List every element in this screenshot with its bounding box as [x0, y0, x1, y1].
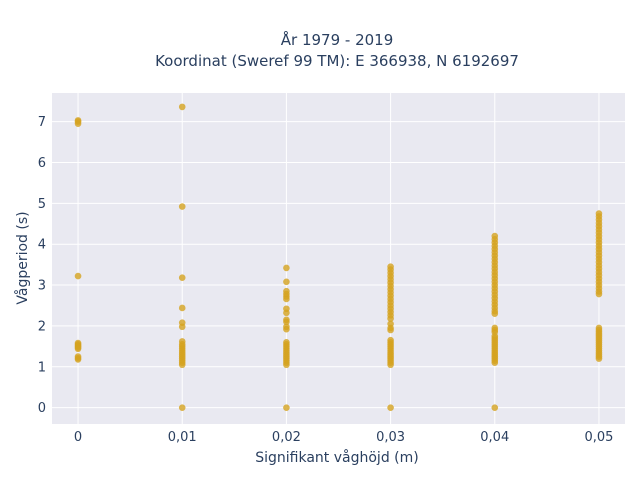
y-tick-label: 2 [38, 319, 46, 334]
data-point [283, 325, 290, 333]
data-point [283, 309, 290, 317]
data-point [283, 318, 290, 326]
data-point [74, 272, 82, 280]
x-tick-label: 0,04 [480, 430, 509, 445]
data-point [178, 361, 186, 369]
data-point [595, 355, 603, 362]
chart-title-line-1: År 1979 - 2019 [281, 30, 394, 49]
y-tick-label: 6 [38, 156, 46, 171]
x-tick-labels: 0 0,01 0,02 0,03 0,04 0,05 [74, 430, 614, 445]
data-points [74, 103, 603, 411]
x-tick-label: 0,03 [376, 430, 405, 445]
data-point [178, 203, 186, 210]
data-point [178, 304, 186, 312]
data-point [491, 359, 499, 367]
y-tick-label: 7 [38, 115, 46, 130]
data-point [178, 323, 186, 331]
data-point [387, 404, 394, 411]
x-tick-label: 0,01 [168, 430, 197, 445]
y-tick-label: 0 [38, 401, 46, 416]
data-point [74, 120, 82, 127]
y-tick-label: 3 [38, 279, 46, 294]
data-point [491, 310, 499, 317]
x-tick-label: 0,05 [584, 430, 613, 445]
data-point [283, 278, 290, 286]
data-point [178, 274, 186, 282]
plot-area [52, 93, 625, 424]
data-point [283, 404, 290, 411]
y-tick-label: 4 [38, 238, 46, 253]
x-axis-title: Signifikant våghöjd (m) [255, 449, 418, 466]
data-point [387, 361, 394, 369]
data-point [387, 315, 394, 322]
data-point [283, 295, 290, 303]
data-point [283, 264, 290, 272]
y-tick-label: 5 [38, 197, 46, 212]
y-gridlines [52, 121, 625, 409]
data-point [595, 290, 603, 298]
x-tick-label: 0 [74, 430, 82, 445]
data-point [74, 356, 82, 363]
chart-title-line-2: Koordinat (Sweref 99 TM): E 366938, N 61… [155, 52, 519, 70]
x-tick-label: 0,02 [272, 430, 301, 445]
y-tick-label: 1 [38, 360, 46, 375]
data-point [178, 103, 186, 111]
y-tick-labels: 0 1 2 3 4 5 6 7 [38, 115, 46, 416]
y-axis-title: Vågperiod (s) [14, 211, 31, 304]
data-point [491, 404, 499, 411]
data-point [74, 345, 82, 353]
data-point [283, 361, 290, 369]
data-point [387, 326, 394, 334]
data-point [178, 404, 186, 411]
